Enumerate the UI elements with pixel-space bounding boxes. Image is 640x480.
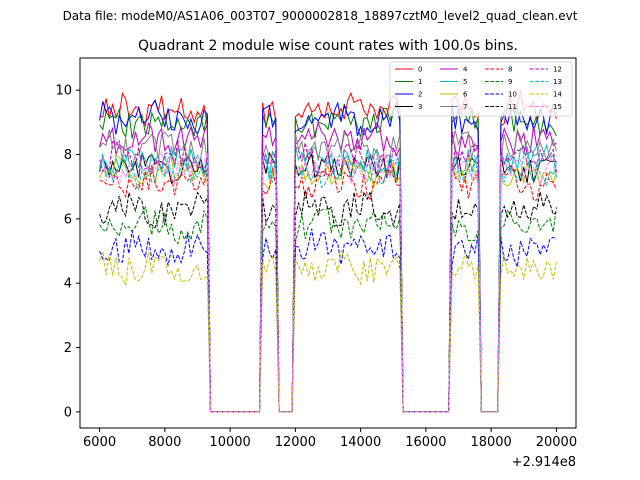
- x-tick-label: 6000: [83, 435, 116, 450]
- legend-label: 3: [418, 103, 422, 111]
- legend-label: 15: [553, 103, 562, 111]
- y-tick-label: 10: [55, 84, 72, 99]
- x-tick-label: 12000: [275, 435, 316, 450]
- legend-label: 14: [553, 91, 562, 99]
- legend-label: 10: [508, 91, 517, 99]
- series-line-13: [99, 150, 557, 413]
- legend-label: 6: [463, 91, 468, 99]
- legend-label: 12: [553, 66, 562, 74]
- y-axis: 0 2 4 6 8 10: [55, 84, 80, 420]
- axes-frame: [79, 57, 577, 429]
- legend-label: 7: [463, 103, 467, 111]
- y-tick-label: 2: [64, 341, 72, 356]
- series-line-15: [99, 147, 557, 413]
- legend-label: 13: [553, 78, 562, 86]
- y-tick-label: 4: [64, 277, 72, 292]
- series-line-0: [99, 90, 557, 413]
- chart-title: Quadrant 2 module wise count rates with …: [138, 38, 518, 54]
- y-tick-label: 0: [64, 405, 72, 420]
- series-line-11: [99, 189, 557, 413]
- legend-label: 0: [418, 66, 422, 74]
- legend-label: 5: [463, 78, 467, 86]
- series-layer: [99, 90, 557, 413]
- x-tick-label: 8000: [148, 435, 181, 450]
- series-line-8: [99, 164, 557, 413]
- series-line-9: [99, 205, 557, 413]
- legend-label: 9: [508, 78, 512, 86]
- y-tick-label: 6: [64, 212, 72, 227]
- legend-label: 1: [418, 78, 422, 86]
- legend-label: 11: [508, 103, 517, 111]
- series-line-3: [99, 150, 557, 413]
- legend-frame: [389, 61, 573, 117]
- series-line-6: [99, 153, 557, 413]
- x-tick-label: 10000: [209, 435, 250, 450]
- legend-label: 4: [463, 66, 468, 74]
- series-line-14: [99, 249, 557, 413]
- figure-suptitle: Data file: modeM0/AS1A06_003T07_90000028…: [63, 9, 578, 23]
- series-line-7: [99, 127, 557, 413]
- x-tick-label: 14000: [340, 435, 381, 450]
- series-line-5: [99, 143, 557, 413]
- y-tick-label: 8: [64, 148, 72, 163]
- x-axis: 6000 8000 10000 12000 14000 16000 18000 20000: [83, 428, 577, 450]
- legend-label: 8: [508, 66, 512, 74]
- x-tick-label: 20000: [536, 435, 577, 450]
- legend-label: 2: [418, 91, 422, 99]
- x-offset-label: +2.914e8: [512, 455, 576, 470]
- series-line-10: [99, 228, 557, 413]
- x-tick-label: 18000: [470, 435, 511, 450]
- plot-area: [79, 57, 577, 429]
- x-tick-label: 16000: [405, 435, 446, 450]
